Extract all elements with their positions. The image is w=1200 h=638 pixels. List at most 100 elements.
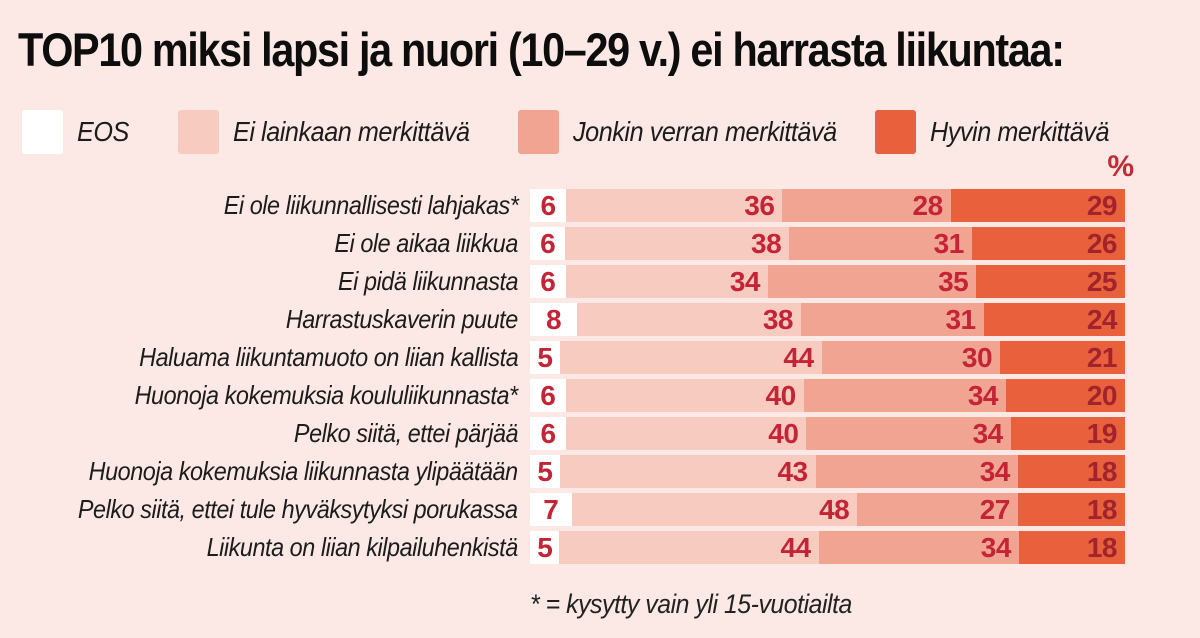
segment-value: 20 bbox=[1086, 380, 1118, 411]
category-label: Pelko siitä, ettei pärjää bbox=[0, 417, 530, 450]
bar-segment: 5 bbox=[530, 455, 560, 488]
segment-value: 19 bbox=[1086, 418, 1118, 449]
segment-value: 18 bbox=[1086, 494, 1118, 525]
legend: EOS Ei lainkaan merkittävä Jonkin verran m… bbox=[0, 110, 1200, 158]
bar-segment: 8 bbox=[530, 303, 578, 336]
bar-segment: 6 bbox=[530, 265, 566, 298]
segment-value: 40 bbox=[765, 380, 797, 411]
segment-value: 18 bbox=[1086, 532, 1118, 563]
segment-value: 38 bbox=[762, 304, 794, 335]
bar-segment: 30 bbox=[821, 341, 1001, 374]
bar-segment: 24 bbox=[983, 303, 1125, 336]
chart-row: Liikunta on liian kilpailuhenkistä 5 44 34 1… bbox=[0, 531, 1125, 564]
segment-value: 38 bbox=[751, 228, 782, 259]
bar-segment: 38 bbox=[565, 227, 790, 260]
bar-segment: 7 bbox=[530, 493, 572, 526]
category-label: Haluama liikuntamuoto on liian kallista bbox=[0, 341, 530, 374]
stacked-bar: 5 44 34 18 bbox=[530, 531, 1125, 564]
bar-segment: 34 bbox=[803, 379, 1006, 412]
stacked-bar: 5 44 30 21 bbox=[530, 341, 1125, 374]
segment-value: 25 bbox=[1086, 266, 1118, 297]
segment-value: 8 bbox=[546, 304, 562, 335]
legend-swatch bbox=[22, 110, 63, 154]
segment-value: 44 bbox=[783, 342, 814, 373]
segment-value: 7 bbox=[543, 494, 559, 525]
category-label-text: Harrastuskaverin puute bbox=[285, 304, 518, 334]
chart-row: Pelko siitä, ettei tule hyväksytyksi por… bbox=[0, 493, 1125, 526]
bar-segment: 34 bbox=[818, 531, 1019, 564]
category-label-text: Ei pidä liikunnasta bbox=[337, 266, 519, 296]
category-label-text: Pelko siitä, ettei tule hyväksytyksi por… bbox=[78, 494, 518, 524]
bar-segment: 27 bbox=[857, 493, 1018, 526]
legend-label: Jonkin verran merkittävä bbox=[573, 116, 837, 147]
bar-segment: 5 bbox=[530, 531, 560, 564]
segment-value: 34 bbox=[972, 418, 1004, 449]
chart-title: TOP10 miksi lapsi ja nuori (10–29 v.) ei… bbox=[18, 23, 1065, 76]
bar-segment: 44 bbox=[559, 341, 822, 374]
legend-item: EOS bbox=[22, 110, 135, 154]
category-label: Harrastuskaverin puute bbox=[0, 303, 530, 336]
bar-segment: 36 bbox=[566, 189, 783, 222]
bar-segment: 31 bbox=[800, 303, 984, 336]
bar-segment: 6 bbox=[530, 227, 566, 260]
bar-segment: 34 bbox=[815, 455, 1018, 488]
segment-value: 26 bbox=[1086, 228, 1118, 259]
bar-segment: 34 bbox=[565, 265, 768, 298]
bar-segment: 6 bbox=[530, 379, 566, 412]
stacked-bar: 6 40 34 19 bbox=[530, 417, 1125, 450]
bar-segment: 29 bbox=[950, 189, 1125, 222]
category-label: Huonoja kokemuksia koululiikunnasta* bbox=[0, 379, 530, 412]
category-label: Ei ole liikunnallisesti lahjakas* bbox=[0, 189, 530, 222]
segment-value: 5 bbox=[537, 456, 553, 487]
legend-item: Ei lainkaan merkittävä bbox=[178, 110, 496, 154]
stacked-bar: 6 38 31 26 bbox=[530, 227, 1125, 260]
legend-label: Ei lainkaan merkittävä bbox=[233, 116, 470, 147]
bar-segment: 48 bbox=[571, 493, 858, 526]
chart-row: Harrastuskaverin puute 8 38 31 24 bbox=[0, 303, 1125, 336]
segment-value: 34 bbox=[980, 532, 1012, 563]
bar-segment: 34 bbox=[806, 417, 1011, 450]
category-label: Ei ole aikaa liikkua bbox=[0, 227, 530, 260]
segment-value: 34 bbox=[729, 266, 761, 297]
bar-segment: 38 bbox=[577, 303, 801, 336]
segment-value: 6 bbox=[540, 228, 556, 259]
bar-segment: 6 bbox=[530, 189, 567, 222]
segment-value: 43 bbox=[777, 456, 808, 487]
category-label: Liikunta on liian kilpailuhenkistä bbox=[0, 531, 530, 564]
bar-segment: 19 bbox=[1010, 417, 1125, 450]
stacked-bar: 8 38 31 24 bbox=[530, 303, 1125, 336]
bar-segment: 40 bbox=[565, 379, 804, 412]
stacked-bar: 6 34 35 25 bbox=[530, 265, 1125, 298]
bar-segment: 40 bbox=[566, 417, 807, 450]
segment-value: 21 bbox=[1086, 342, 1118, 373]
segment-value: 18 bbox=[1086, 456, 1118, 487]
segment-value: 31 bbox=[933, 228, 965, 259]
stacked-bar: 6 36 28 29 bbox=[530, 189, 1125, 222]
chart-row: Ei pidä liikunnasta 6 34 35 25 bbox=[0, 265, 1125, 298]
bar-segment: 26 bbox=[971, 227, 1125, 260]
legend-item: Hyvin merkittävä bbox=[875, 110, 1129, 154]
stacked-bar: 5 43 34 18 bbox=[530, 455, 1125, 488]
segment-value: 35 bbox=[938, 266, 969, 297]
legend-swatch bbox=[178, 110, 219, 154]
bar-segment: 18 bbox=[1017, 455, 1125, 488]
segment-value: 28 bbox=[912, 190, 944, 221]
segment-value: 36 bbox=[744, 190, 775, 221]
chart-row: Pelko siitä, ettei pärjää 6 40 34 19 bbox=[0, 417, 1125, 450]
bar-segment: 25 bbox=[976, 265, 1125, 298]
category-label-text: Pelko siitä, ettei pärjää bbox=[293, 418, 519, 448]
segment-value: 40 bbox=[768, 418, 799, 449]
chart-row: Haluama liikuntamuoto on liian kallista 5… bbox=[0, 341, 1125, 374]
bar-segment: 5 bbox=[530, 341, 560, 374]
segment-value: 5 bbox=[537, 532, 553, 563]
chart-row: Ei ole aikaa liikkua 6 38 31 26 bbox=[0, 227, 1125, 260]
segment-value: 48 bbox=[819, 494, 850, 525]
segment-value: 31 bbox=[945, 304, 976, 335]
chart-row: Huonoja kokemuksia liikunnasta ylipäätää… bbox=[0, 455, 1125, 488]
bar-segment: 20 bbox=[1005, 379, 1125, 412]
category-label: Huonoja kokemuksia liikunnasta ylipäätää… bbox=[0, 455, 530, 488]
category-label-text: Haluama liikuntamuoto on liian kallista bbox=[138, 342, 519, 372]
legend-label: Hyvin merkittävä bbox=[930, 116, 1110, 147]
segment-value: 30 bbox=[961, 342, 993, 373]
